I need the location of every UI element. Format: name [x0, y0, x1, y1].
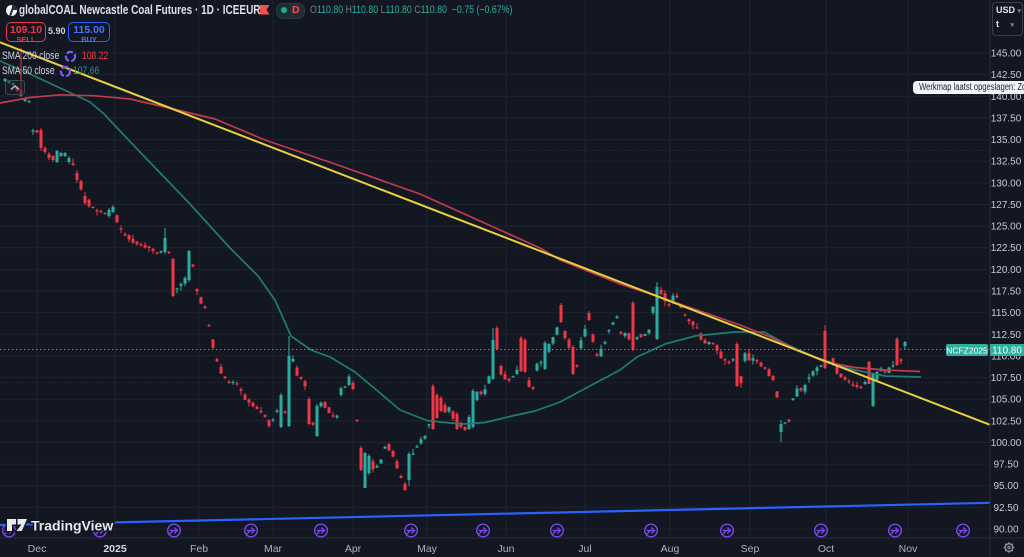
svg-text:Oct: Oct	[818, 543, 834, 555]
svg-text:122.50: 122.50	[991, 243, 1022, 254]
svg-text:112.50: 112.50	[991, 330, 1021, 341]
svg-text:140.00: 140.00	[991, 92, 1022, 103]
svg-text:102.50: 102.50	[991, 416, 1022, 427]
svg-text:135.00: 135.00	[991, 135, 1022, 146]
svg-text:137.50: 137.50	[991, 113, 1022, 124]
svg-text:Feb: Feb	[190, 543, 208, 555]
svg-text:125.00: 125.00	[991, 222, 1022, 233]
svg-text:Jun: Jun	[498, 543, 515, 555]
svg-text:2025: 2025	[103, 543, 127, 555]
svg-text:Nov: Nov	[899, 543, 918, 555]
svg-text:Dec: Dec	[28, 543, 47, 555]
svg-text:100.00: 100.00	[991, 438, 1022, 449]
svg-text:97.50: 97.50	[993, 460, 1018, 471]
svg-text:NCFZ2025: NCFZ2025	[946, 346, 988, 356]
svg-text:132.50: 132.50	[991, 157, 1022, 168]
svg-text:92.50: 92.50	[993, 503, 1018, 514]
svg-text:127.50: 127.50	[991, 200, 1022, 211]
svg-text:Aug: Aug	[661, 543, 680, 555]
svg-text:107.50: 107.50	[991, 373, 1022, 384]
svg-text:90.00: 90.00	[993, 525, 1018, 536]
svg-text:110.80: 110.80	[992, 346, 1022, 357]
svg-text:Mar: Mar	[264, 543, 283, 555]
svg-text:TradingView: TradingView	[31, 518, 113, 534]
svg-text:145.00: 145.00	[991, 49, 1022, 60]
svg-text:142.50: 142.50	[991, 70, 1022, 81]
svg-text:Apr: Apr	[345, 543, 362, 555]
svg-text:117.50: 117.50	[991, 287, 1021, 298]
svg-text:95.00: 95.00	[993, 481, 1018, 492]
svg-text:105.00: 105.00	[991, 395, 1022, 406]
svg-text:115.00: 115.00	[991, 308, 1021, 319]
svg-text:110.00: 110.00	[991, 351, 1021, 362]
svg-text:Sep: Sep	[741, 543, 760, 555]
svg-text:130.00: 130.00	[991, 178, 1022, 189]
svg-text:Jul: Jul	[578, 543, 591, 555]
svg-text:120.00: 120.00	[991, 265, 1022, 276]
svg-text:May: May	[417, 543, 438, 555]
